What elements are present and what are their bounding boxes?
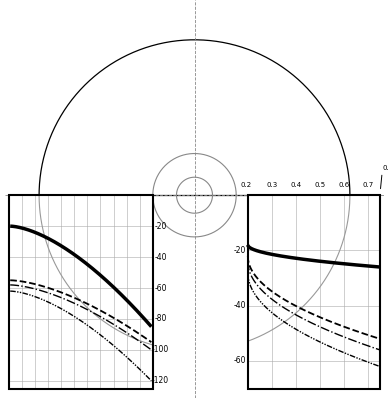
Text: -80: -80 <box>154 314 166 324</box>
Text: -40: -40 <box>234 301 246 310</box>
Text: 0.6: 0.6 <box>338 181 350 187</box>
Text: 0.2: 0.2 <box>240 181 251 187</box>
Text: 0.4: 0.4 <box>290 181 301 187</box>
Text: -100: -100 <box>152 345 169 354</box>
Text: -20: -20 <box>154 222 166 230</box>
Text: -40: -40 <box>154 253 166 261</box>
Text: -60: -60 <box>234 356 246 365</box>
Text: 0.3: 0.3 <box>266 181 277 187</box>
Bar <box>247 195 380 388</box>
Bar <box>9 195 153 388</box>
Bar <box>247 195 380 388</box>
Bar <box>9 195 153 388</box>
Text: -20: -20 <box>234 246 246 255</box>
Text: -60: -60 <box>154 283 166 293</box>
Text: 0.7: 0.7 <box>363 181 374 187</box>
Text: 0.75: 0.75 <box>382 164 389 171</box>
Text: -120: -120 <box>152 376 169 385</box>
Text: 0.5: 0.5 <box>314 181 326 187</box>
